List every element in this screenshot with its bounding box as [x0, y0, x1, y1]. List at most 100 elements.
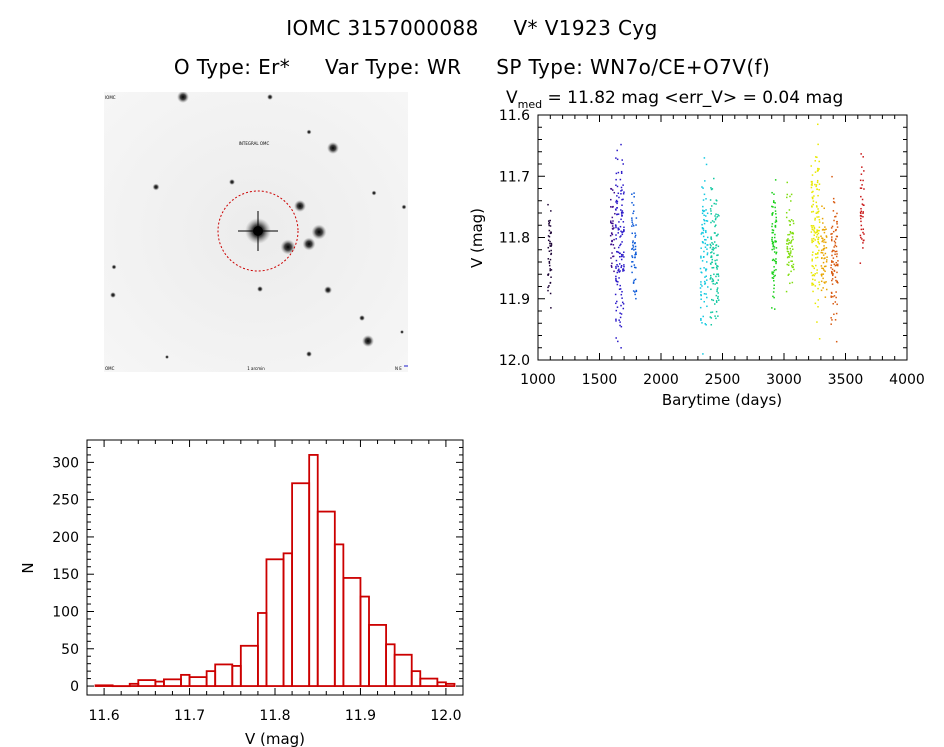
data-point [860, 173, 863, 175]
histogram-bar [257, 612, 268, 687]
data-point [615, 199, 618, 202]
data-point [631, 201, 633, 204]
data-point [774, 274, 776, 277]
data-point [620, 211, 623, 214]
data-point [616, 306, 619, 308]
data-point [789, 230, 792, 233]
star [371, 190, 377, 196]
data-point [716, 216, 719, 218]
data-point [703, 157, 706, 159]
y-tick-label: 100 [52, 604, 79, 620]
data-point [825, 261, 828, 263]
x-tick-label: 11.7 [174, 708, 205, 724]
data-point [631, 217, 633, 219]
data-point [774, 206, 776, 209]
data-point [830, 266, 832, 269]
data-point [823, 207, 825, 210]
data-point [621, 231, 623, 234]
data-point [792, 238, 794, 241]
data-point [619, 236, 621, 238]
data-point [701, 212, 704, 215]
data-point [772, 206, 774, 208]
data-point [812, 251, 814, 254]
data-point [811, 258, 814, 261]
data-point [611, 222, 613, 225]
data-point [816, 256, 819, 259]
data-point [859, 215, 862, 217]
data-point [701, 223, 703, 226]
data-point [611, 189, 614, 191]
data-point [705, 275, 707, 277]
data-point [811, 174, 814, 176]
x-tick-label: 12.0 [430, 708, 461, 724]
data-point [706, 248, 708, 250]
data-point [816, 246, 819, 248]
data-point [700, 233, 703, 235]
data-point [548, 223, 550, 225]
data-point [714, 262, 717, 265]
data-point [713, 177, 715, 180]
data-point [618, 288, 621, 290]
data-point [772, 271, 775, 273]
data-point [811, 182, 813, 185]
data-point [810, 165, 812, 167]
data-point [709, 246, 712, 249]
data-point [831, 270, 833, 273]
data-point [816, 216, 818, 218]
data-point [816, 156, 818, 159]
data-point [773, 296, 775, 299]
data-point [715, 310, 718, 313]
data-point [823, 229, 826, 231]
data-point [618, 252, 621, 254]
data-point [705, 219, 708, 222]
data-point [785, 211, 788, 214]
data-point [700, 294, 702, 297]
data-point [549, 219, 551, 222]
data-point [811, 191, 813, 194]
object-types: O Type: Er* Var Type: WR SP Type: WN7o/C… [0, 55, 944, 79]
data-point [630, 265, 633, 268]
data-point [706, 252, 709, 254]
data-point [823, 231, 826, 234]
data-point [775, 268, 777, 271]
data-point [613, 270, 615, 273]
data-point [830, 323, 832, 325]
data-point [860, 217, 862, 220]
data-point [635, 289, 638, 292]
data-point [831, 225, 834, 228]
data-point [832, 249, 834, 252]
data-point [771, 272, 773, 275]
data-point [610, 220, 612, 222]
data-point [615, 234, 617, 236]
data-point [811, 239, 813, 242]
data-point [816, 181, 819, 184]
data-point [703, 210, 706, 212]
star [165, 355, 169, 359]
data-point [863, 188, 865, 190]
data-point [618, 277, 620, 279]
data-point [618, 221, 620, 223]
data-point [710, 237, 712, 240]
data-point [772, 229, 775, 232]
series-epoch-2 [609, 187, 616, 273]
data-point [833, 219, 835, 222]
data-point [632, 290, 635, 292]
data-point [549, 282, 552, 284]
data-point [623, 269, 625, 272]
data-point [615, 275, 617, 278]
data-point [825, 228, 827, 230]
data-point [700, 281, 702, 283]
data-point [612, 205, 614, 208]
series-epoch-11 [830, 175, 839, 343]
data-point [705, 324, 707, 326]
data-point [834, 319, 837, 321]
data-point [703, 219, 706, 222]
data-point [709, 278, 712, 280]
data-point [712, 266, 715, 269]
data-point [837, 260, 839, 262]
data-point [634, 278, 637, 281]
data-point [816, 179, 819, 182]
data-point [619, 244, 621, 247]
data-point [548, 285, 550, 287]
data-point [789, 224, 791, 226]
